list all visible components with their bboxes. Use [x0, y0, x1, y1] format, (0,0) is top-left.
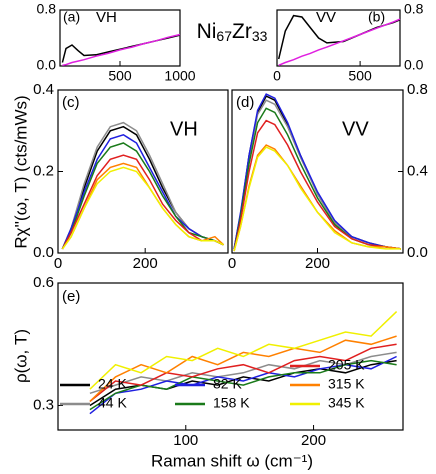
- series-line: [61, 166, 224, 250]
- x-tick-label: 200: [133, 255, 158, 272]
- legend-label: 82 K: [213, 376, 242, 392]
- title-part: Zr: [232, 20, 252, 43]
- x-tick-label: 0: [228, 255, 236, 272]
- title-part: 67: [216, 28, 232, 44]
- x-tick-label: 500: [108, 68, 132, 84]
- y-tick-label: 0.0: [37, 57, 57, 73]
- y-tick-label: 0.4: [33, 81, 54, 98]
- series-line: [278, 18, 401, 66]
- series-line: [89, 335, 397, 402]
- title-part: Ni: [197, 20, 217, 43]
- x-tick-label: 200: [305, 255, 330, 272]
- x-tick-label: 1000: [164, 68, 195, 84]
- panel-annotation: (b): [368, 9, 385, 25]
- title-part: 33: [252, 28, 268, 44]
- x-tick-label: 0: [54, 255, 62, 272]
- series-line: [233, 146, 401, 252]
- y-tick-label: 0.3: [33, 396, 54, 413]
- series-line: [89, 343, 397, 402]
- series-line: [233, 99, 401, 250]
- y-tick-label: 0.8: [37, 1, 57, 17]
- x-tick-label: 200: [301, 432, 326, 449]
- y-tick-label: 0.8: [407, 81, 428, 98]
- series-line: [61, 142, 224, 250]
- series-line: [233, 93, 401, 250]
- y-tick-label: 0.4: [407, 162, 428, 179]
- panel-annotation: (c): [62, 94, 80, 111]
- series-line: [89, 311, 398, 390]
- legend-label: 315 K: [328, 376, 365, 392]
- panel-annotation: (e): [62, 288, 80, 305]
- plot-frame: [57, 89, 229, 254]
- plot-frame: [276, 9, 401, 67]
- panel-annotation: VH: [96, 9, 117, 26]
- panel-annotation: VV: [342, 118, 369, 140]
- x-tick-label: 0: [273, 68, 281, 84]
- rho-axis-label: ρ(ω, T): [11, 329, 30, 383]
- y-axis-label: Rχ''(ω, T) (cts/mWs): [11, 95, 30, 248]
- panel-annotation: VH: [170, 118, 198, 140]
- legend-label: 345 K: [328, 395, 365, 411]
- panel-annotation: (a): [63, 9, 80, 25]
- series-line: [233, 119, 401, 252]
- legend-label: 205 K: [328, 357, 365, 373]
- y-tick-label: 0.0: [407, 244, 428, 261]
- panel-annotation: (d): [236, 94, 254, 111]
- y-tick-label: 0.6: [33, 274, 54, 291]
- legend-label: 24 K: [98, 376, 127, 392]
- x-tick-label: 100: [173, 432, 198, 449]
- figure-title: Ni67Zr33: [197, 20, 268, 44]
- y-tick-label: 0.0: [404, 57, 424, 73]
- series-line: [62, 33, 181, 67]
- plot-frame: [57, 282, 404, 431]
- legend-label: 44 K: [98, 395, 127, 411]
- y-tick-label: 0.8: [404, 1, 424, 17]
- panel-annotation: VV: [316, 9, 336, 26]
- legend-label: 158 K: [213, 395, 250, 411]
- y-tick-label: 0.0: [33, 244, 54, 261]
- x-axis-label: Raman shift ω (cm⁻¹): [151, 451, 313, 470]
- y-tick-label: 0.2: [33, 162, 54, 179]
- x-tick-label: 500: [348, 68, 372, 84]
